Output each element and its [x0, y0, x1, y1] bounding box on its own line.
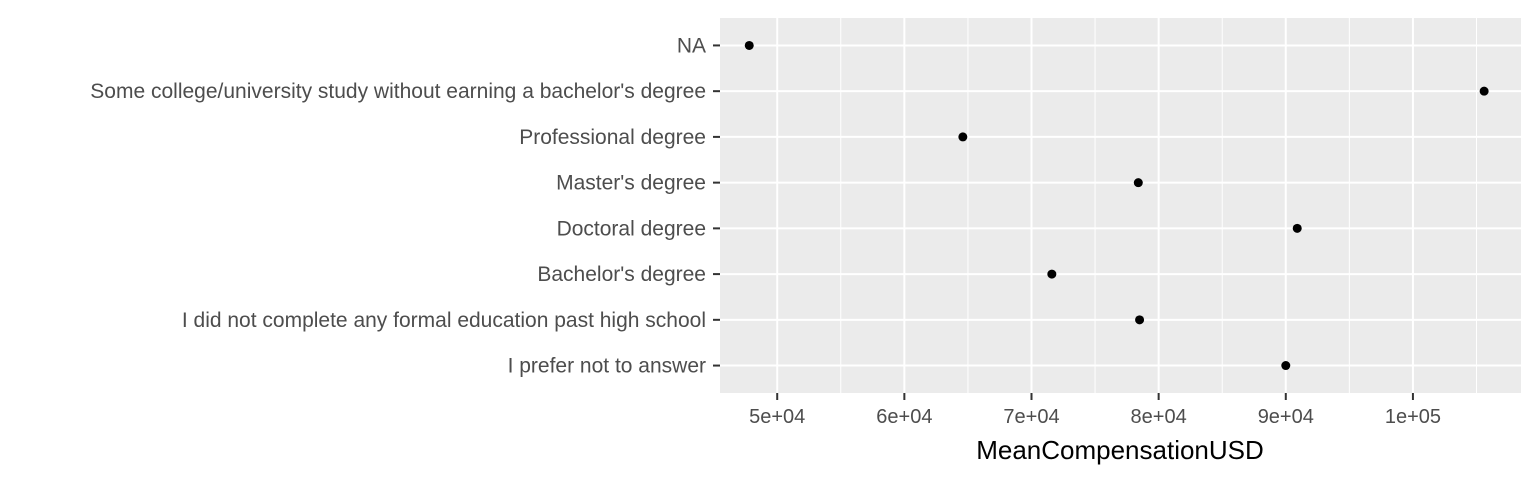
grid-minor [840, 18, 1477, 393]
x-tick-label: 8e+04 [1131, 406, 1187, 428]
y-category-label: I did not complete any formal education … [182, 309, 706, 332]
data-point [1281, 361, 1291, 371]
plot-panel [720, 18, 1521, 393]
data-point [1133, 178, 1143, 188]
x-axis-title: MeanCompensationUSD [976, 435, 1264, 465]
x-tick-label: 1e+05 [1385, 406, 1441, 428]
x-tick-label: 6e+04 [876, 406, 932, 428]
y-category-label: Doctoral degree [557, 217, 706, 240]
y-axis: NA Some college/university study without … [90, 34, 720, 378]
x-tick-label: 9e+04 [1258, 406, 1314, 428]
data-points [744, 40, 1489, 371]
y-category-label: Some college/university study without ea… [90, 80, 706, 103]
grid-major [720, 18, 1521, 393]
data-point [1479, 86, 1489, 96]
y-category-label: NA [677, 34, 706, 57]
y-category-label: Professional degree [519, 126, 706, 149]
x-tick-label: 5e+04 [749, 406, 805, 428]
data-point [1047, 269, 1057, 279]
data-point [1135, 315, 1145, 325]
y-category-label: I prefer not to answer [508, 355, 706, 378]
x-tick-label: 7e+04 [1003, 406, 1059, 428]
y-category-label: Bachelor's degree [537, 263, 706, 286]
y-category-label: Master's degree [556, 172, 706, 195]
data-point [744, 40, 754, 50]
data-point [1292, 223, 1302, 233]
data-point [958, 132, 968, 142]
x-axis: 5e+04 6e+04 7e+04 8e+04 9e+04 1e+05 [749, 393, 1441, 428]
